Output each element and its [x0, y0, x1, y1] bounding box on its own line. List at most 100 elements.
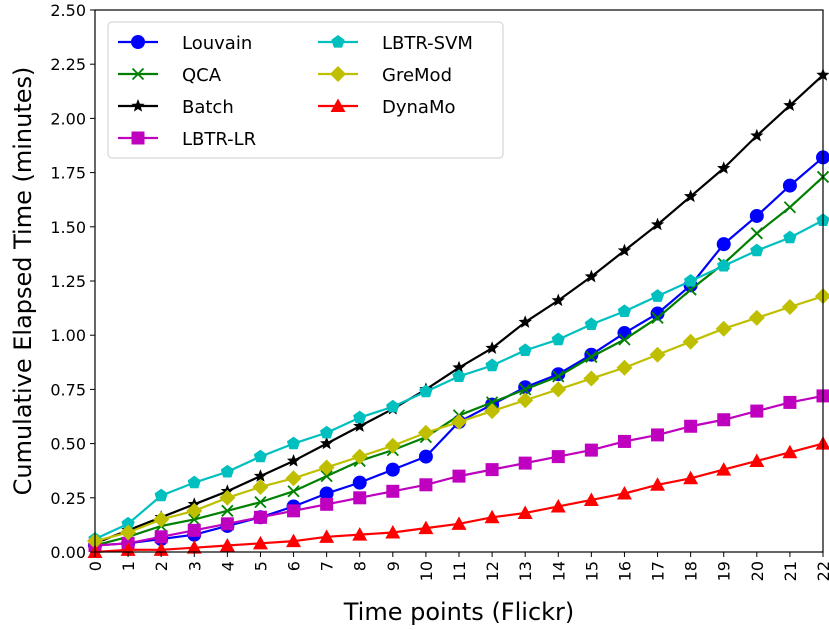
data-point-batch	[253, 469, 268, 482]
data-point-gremod	[417, 424, 434, 441]
data-point-batch	[617, 243, 632, 257]
data-point-qca	[783, 201, 797, 214]
data-point-lbtr-lr	[617, 434, 631, 448]
x-tick-label: 19	[715, 561, 734, 581]
x-tick-label: 15	[582, 561, 601, 581]
data-point-dynamo	[186, 540, 202, 554]
data-point-gremod	[120, 524, 137, 541]
data-point-qca	[750, 227, 763, 240]
data-point-gremod	[815, 288, 829, 305]
data-point-gremod	[484, 403, 501, 420]
data-point-lbtr-svm	[386, 399, 400, 413]
y-tick-label: 2.25	[50, 55, 86, 74]
x-tick-label: 1	[119, 561, 138, 571]
data-point-lbtr-lr	[717, 413, 731, 427]
legend-entry-gremod: GreMod	[318, 65, 452, 86]
y-tick-label: 1.00	[50, 326, 86, 345]
data-point-dynamo	[616, 485, 632, 500]
data-point-dynamo	[782, 444, 798, 459]
data-point-lbtr-lr	[551, 450, 565, 464]
series-lbtr-lr	[88, 389, 829, 552]
data-point-batch	[650, 217, 665, 231]
data-point-dynamo	[517, 505, 533, 519]
data-point-gremod	[649, 346, 666, 363]
data-point-gremod	[285, 470, 302, 487]
data-point-lbtr-lr	[386, 484, 400, 498]
data-point-batch	[551, 293, 565, 307]
x-marker-stroke	[320, 469, 333, 483]
y-tick-label: 0.00	[50, 543, 86, 562]
legend-marker-qca	[131, 67, 145, 81]
x-marker-stroke	[552, 370, 565, 383]
data-point-qca	[254, 495, 267, 509]
legend-entry-qca: QCA	[118, 65, 222, 86]
x-tick-label: 21	[781, 561, 800, 581]
series-lbtr-svm	[88, 213, 829, 545]
x-marker-stroke	[750, 227, 763, 240]
data-point-batch	[286, 453, 301, 467]
legend-label-lbtr-svm: LBTR-SVM	[382, 33, 473, 54]
data-point-lbtr-lr	[154, 530, 168, 544]
data-point-gremod	[384, 437, 401, 454]
x-tick-label: 18	[682, 561, 701, 581]
data-point-dynamo	[385, 524, 401, 539]
x-tick-label: 4	[218, 561, 237, 571]
data-point-dynamo	[451, 516, 467, 530]
x-tick-label: 0	[86, 561, 105, 571]
data-point-gremod	[318, 459, 335, 476]
data-point-lbtr-svm	[220, 464, 235, 478]
legend-marker-dynamo	[330, 98, 346, 112]
data-point-lbtr-svm	[584, 317, 599, 331]
data-point-lbtr-lr	[187, 523, 201, 537]
data-point-lbtr-svm	[518, 343, 532, 357]
legend-marker-lbtr-svm	[331, 35, 345, 48]
y-tick-label: 0.50	[50, 435, 86, 454]
data-point-lbtr-svm	[121, 516, 135, 530]
data-point-gremod	[186, 502, 203, 519]
series-line-louvain	[94, 156, 824, 547]
legend-entry-lbtr-lr: LBTR-LR	[118, 129, 256, 150]
data-point-qca	[618, 333, 631, 346]
data-point-dynamo	[484, 509, 500, 524]
x-tick-label: 8	[351, 561, 370, 571]
data-point-lbtr-svm	[617, 304, 632, 318]
x-tick-label: 6	[285, 561, 304, 571]
data-point-lbtr-lr	[287, 504, 301, 518]
data-point-qca	[519, 383, 532, 396]
data-point-qca	[552, 370, 565, 383]
data-point-lbtr-lr	[419, 478, 433, 492]
legend-label-qca: QCA	[182, 65, 222, 86]
data-point-lbtr-lr	[253, 510, 267, 524]
x-marker-stroke	[221, 504, 234, 517]
x-tick-label: 12	[483, 561, 502, 581]
x-tick-label: 3	[185, 561, 204, 571]
x-axis-title: Time points (Flickr)	[343, 598, 575, 626]
data-point-gremod	[715, 320, 732, 337]
data-point-qca	[651, 311, 664, 324]
data-point-gremod	[351, 448, 368, 465]
data-point-batch	[452, 360, 466, 374]
x-marker-stroke	[131, 67, 145, 81]
x-tick-label: 22	[814, 561, 829, 581]
legend-label-lbtr-lr: LBTR-LR	[182, 129, 256, 150]
data-point-dynamo	[716, 462, 732, 476]
x-tick-label: 11	[450, 561, 469, 581]
series-louvain	[88, 150, 829, 553]
data-point-qca	[287, 485, 300, 498]
data-point-dynamo	[683, 470, 699, 485]
data-point-lbtr-lr	[750, 404, 764, 418]
data-point-lbtr-svm	[319, 425, 334, 439]
data-point-batch	[485, 341, 499, 354]
data-point-gremod	[682, 333, 699, 350]
data-point-lbtr-lr	[584, 443, 598, 457]
legend-label-dynamo: DynaMo	[382, 97, 456, 118]
data-point-gremod	[153, 511, 170, 528]
data-point-lbtr-lr	[353, 491, 367, 505]
legend-marker-gremod	[330, 66, 346, 82]
legend-entry-louvain: Louvain	[118, 33, 252, 54]
data-point-dynamo	[650, 477, 666, 491]
data-point-qca	[585, 350, 598, 364]
data-point-dynamo	[286, 533, 302, 548]
legend-entry-lbtr-svm: LBTR-SVM	[318, 33, 473, 54]
